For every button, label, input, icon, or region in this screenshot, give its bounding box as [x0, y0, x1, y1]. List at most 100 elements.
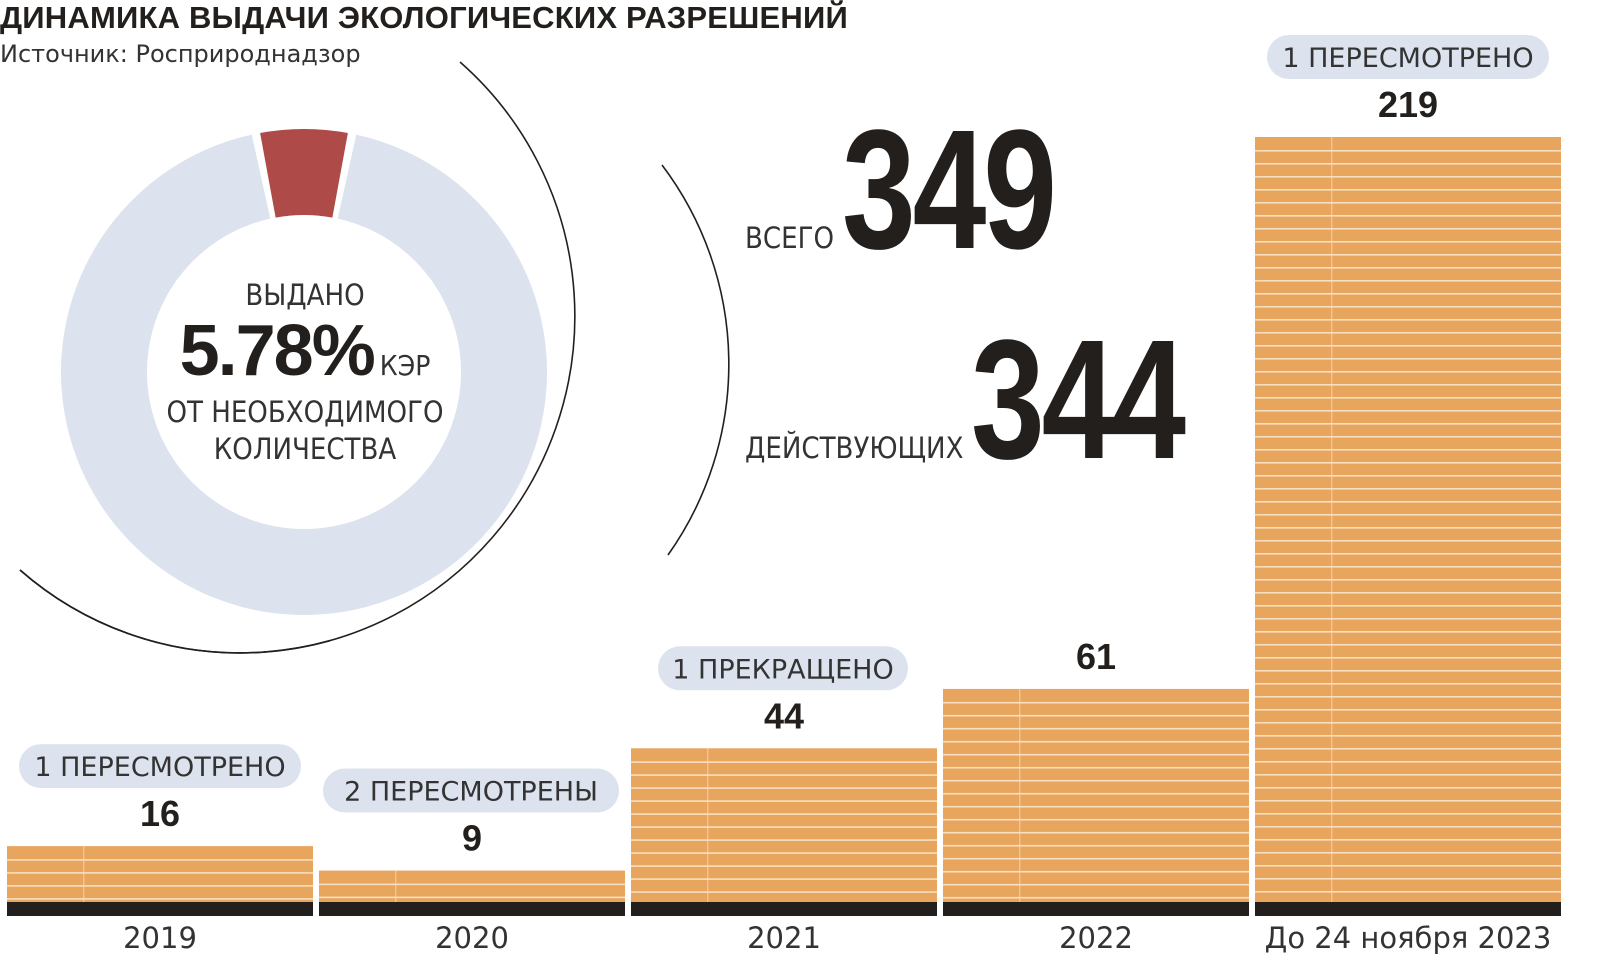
bar-stripe [1255, 202, 1561, 204]
bar-stripe [7, 872, 313, 874]
bar-base-3 [943, 902, 1249, 916]
annotation-pill [658, 646, 908, 691]
annotation-label: 1 ПЕРЕСМОТРЕНО [1282, 43, 1533, 74]
bar-divider [1019, 688, 1021, 902]
bar-stripe [1255, 319, 1561, 321]
bar-2 [631, 748, 937, 902]
bar-stripe [1255, 254, 1561, 256]
bar-stripe [7, 898, 313, 900]
bar-value-label: 16 [140, 793, 180, 834]
bar-stripe [631, 813, 937, 815]
active-label: ДЕЙСТВУЮЩИХ [745, 431, 964, 465]
bar-0 [7, 846, 313, 902]
bar-stripe [1255, 865, 1561, 867]
bar-stripe [1255, 683, 1561, 685]
bar-stripe [1255, 423, 1561, 425]
donut-percent-value: 5.78% [179, 311, 376, 391]
bar-stripe [1255, 553, 1561, 555]
bar-stripe [319, 896, 625, 899]
bar-stripe [1255, 709, 1561, 711]
donut-description-line2: КОЛИЧЕСТВА [213, 432, 397, 466]
bar-stripe [1255, 670, 1561, 672]
bar-stripe [1255, 371, 1561, 373]
bar-stripe [943, 857, 1249, 860]
bar-stripe [631, 852, 937, 854]
bar-stripe [1255, 527, 1561, 529]
bar-stripe [1255, 540, 1561, 542]
bar-stripe [1255, 761, 1561, 763]
donut-issued-segment [260, 129, 348, 218]
annotation-label: 2 ПЕРЕСМОТРЕНЫ [344, 777, 598, 808]
bar-base-4 [1255, 902, 1561, 916]
bar-stripe [1255, 891, 1561, 893]
bar-value-label: 61 [1076, 636, 1116, 677]
annotation-label: 1 ПРЕКРАЩЕНО [672, 654, 893, 685]
annotation-label: 1 ПЕРЕСМОТРЕНО [34, 752, 285, 783]
bar-stripe [1255, 878, 1561, 880]
chart-title: ДИНАМИКА ВЫДАЧИ ЭКОЛОГИЧЕСКИХ РАЗРЕШЕНИЙ [0, 0, 848, 35]
donut-issued-label: ВЫДАНО [245, 278, 365, 312]
bar-stripe [1255, 332, 1561, 334]
bar-stripe [7, 885, 313, 887]
bar-stripe [943, 818, 1249, 821]
bar-stripe [943, 831, 1249, 834]
bar-stripe [1255, 397, 1561, 399]
bar-stripe [631, 800, 937, 802]
bar-stripe [1255, 774, 1561, 776]
bar-stripe [631, 774, 937, 776]
bar-stripe [631, 878, 937, 880]
bar-stripe [943, 779, 1249, 782]
bar-value-label: 44 [764, 695, 804, 736]
donut-description-line1: ОТ НЕОБХОДИМОГО [166, 395, 444, 429]
bar-stripe [1255, 813, 1561, 815]
bar-stripe [1255, 618, 1561, 620]
bar-base-0 [7, 902, 313, 916]
bar-stripe [1255, 189, 1561, 191]
bar-stripe [319, 883, 625, 886]
donut-unit-label: КЭР [379, 349, 431, 382]
bar-base-1 [319, 902, 625, 916]
bar-stripe [1255, 293, 1561, 295]
bar-divider [83, 846, 85, 902]
bar-stripe [1255, 241, 1561, 243]
bar-stripe [631, 787, 937, 789]
bar-stripe [631, 761, 937, 763]
bar-stripe [631, 839, 937, 841]
bar-stripe [1255, 787, 1561, 789]
bar-stripe [1255, 631, 1561, 633]
total-label: ВСЕГО [745, 221, 835, 255]
decorative-arc-inner [661, 164, 730, 556]
total-value: 349 [842, 95, 1057, 285]
bar-base-2 [631, 902, 937, 916]
bar-stripe [1255, 696, 1561, 698]
bar-stripe [943, 896, 1249, 899]
total-row: ВСЕГО349 [745, 92, 1114, 288]
bar-stripe [1255, 228, 1561, 230]
annotation-pill [323, 768, 619, 813]
category-label: 2022 [1059, 921, 1133, 955]
bar-stripe [1255, 722, 1561, 724]
bar-stripe [1255, 345, 1561, 347]
bar-value-label: 219 [1378, 84, 1438, 125]
bar-stripe [1255, 514, 1561, 516]
bar-stripe [943, 701, 1249, 704]
bar-stripe [1255, 462, 1561, 464]
bar-stripe [1255, 410, 1561, 412]
bar-stripe [1255, 852, 1561, 854]
donut-description: ОТ НЕОБХОДИМОГО КОЛИЧЕСТВА [140, 394, 470, 468]
chart-source: Источник: Росприроднадзор [0, 40, 361, 68]
bar-stripe [1255, 826, 1561, 828]
bar-stripe [1255, 592, 1561, 594]
annotation-pill [19, 744, 301, 789]
bar-stripe [943, 805, 1249, 808]
bar-stripe [1255, 605, 1561, 607]
bar-stripe [1255, 436, 1561, 438]
bar-stripe [1255, 306, 1561, 308]
bar-stripe [943, 883, 1249, 886]
bar-stripe [1255, 839, 1561, 841]
bar-stripe [1255, 644, 1561, 646]
bar-stripe [1255, 501, 1561, 503]
bar-stripe [1255, 657, 1561, 659]
active-row: ДЕЙСТВУЮЩИХ344 [745, 302, 1243, 498]
